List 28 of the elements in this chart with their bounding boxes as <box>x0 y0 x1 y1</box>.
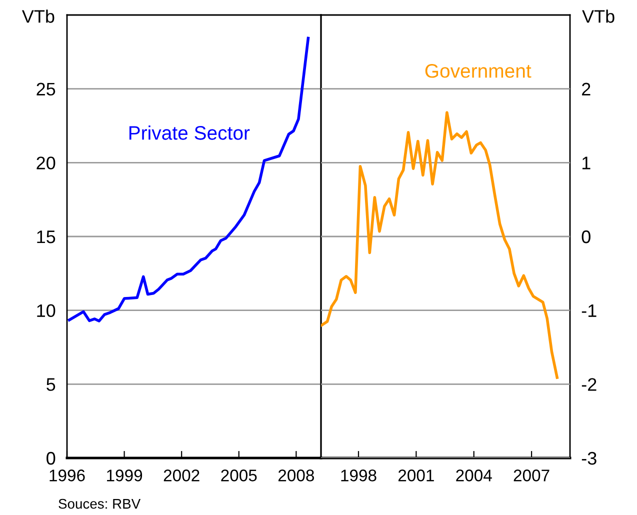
x-tick-label: 2004 <box>456 470 492 482</box>
y-tick-label: 20 <box>36 156 56 170</box>
y2-tick-label: -3 <box>582 452 596 465</box>
y2-tick-label: -1 <box>582 304 596 317</box>
x-tick-label: 2002 <box>164 470 200 482</box>
y2-tick-label: -2 <box>582 378 596 391</box>
text: Government <box>425 64 532 78</box>
y-tick-label: 5 <box>46 378 56 391</box>
x-tick-label: 2001 <box>398 470 434 482</box>
x-tick-label: 1999 <box>107 470 142 482</box>
x-tick-label: 2005 <box>221 470 257 482</box>
y2-axis-title: VTb <box>582 10 614 23</box>
y-axis-title: VTb <box>22 10 54 23</box>
x-tick-label: 2008 <box>278 470 314 482</box>
y2-tick-label: 1 <box>582 156 590 170</box>
x-tick-label: 2007 <box>514 470 550 482</box>
y2-tick-label: 2 <box>582 82 590 96</box>
line-series <box>68 36 310 322</box>
y-tick-label: 10 <box>37 304 56 318</box>
x-tick-label: 1996 <box>50 470 85 482</box>
y-tick-label: 25 <box>36 82 56 96</box>
text: Souces: RBV <box>58 498 141 509</box>
x-tick-label: 1998 <box>341 470 376 482</box>
y-tick-label: 0 <box>46 452 56 465</box>
y2-tick-label: 0 <box>582 230 590 244</box>
line-series <box>321 111 559 379</box>
y-tick-label: 15 <box>37 230 56 244</box>
series-label: Private Sector <box>129 126 250 140</box>
